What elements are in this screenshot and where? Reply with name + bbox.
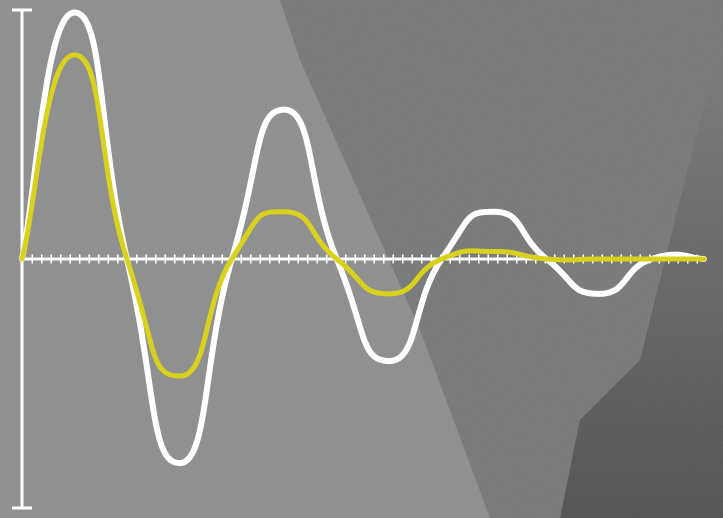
plot	[19, 9, 707, 467]
line-series	[19, 52, 707, 379]
